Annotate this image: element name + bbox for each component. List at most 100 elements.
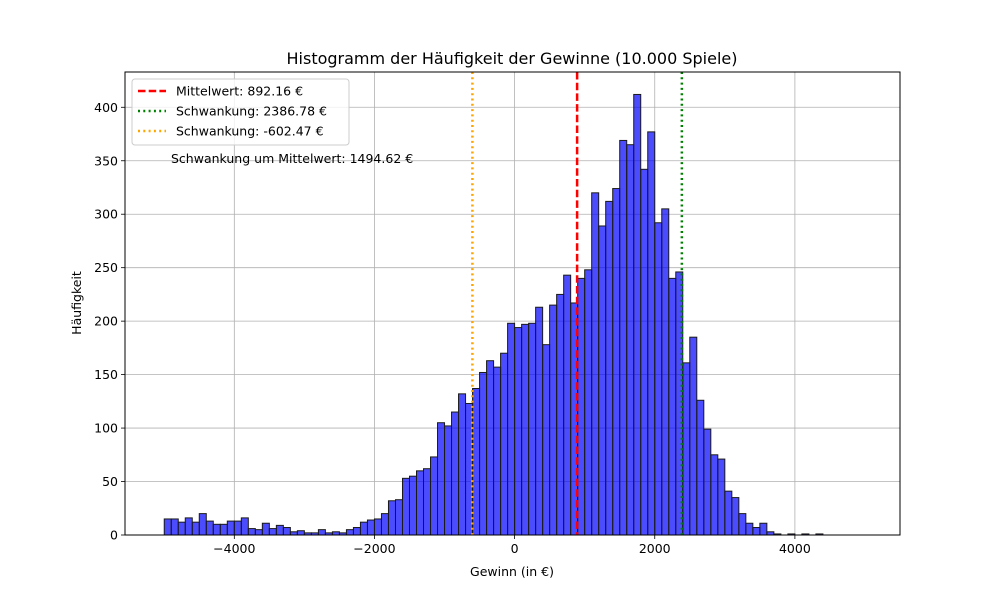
bar-layer <box>163 93 824 536</box>
histogram-bar <box>668 277 677 536</box>
histogram-bar <box>387 500 396 536</box>
legend-label-mean: Mittelwert: 892.16 € <box>176 84 303 99</box>
histogram-bar <box>745 522 754 536</box>
histogram-bar <box>696 399 705 536</box>
histogram-bar <box>240 517 249 536</box>
histogram-bar <box>219 523 228 536</box>
histogram-bar <box>191 521 200 536</box>
histogram-bar <box>423 468 432 536</box>
histogram-bar <box>458 393 467 536</box>
histogram-bar <box>261 522 270 536</box>
histogram-bar <box>654 222 663 536</box>
y-tick-label: 50 <box>102 474 118 489</box>
histogram-bar <box>394 499 403 536</box>
histogram-bar <box>717 458 726 536</box>
histogram-bar <box>352 527 361 536</box>
reference-lines <box>471 72 684 535</box>
plot-frame <box>124 71 901 536</box>
histogram-bar <box>437 422 446 536</box>
histogram-bar <box>366 519 375 536</box>
histogram-bar <box>380 513 389 536</box>
y-tick-label: 400 <box>94 100 118 115</box>
x-tick-label: −2000 <box>353 541 395 556</box>
histogram-bar <box>605 200 614 536</box>
histogram-bar <box>542 344 551 536</box>
histogram-bar <box>163 518 172 536</box>
histogram-bar <box>661 208 670 536</box>
histogram-bar <box>345 529 354 536</box>
legend: Mittelwert: 892.16 € Schwankung: 2386.78… <box>131 78 350 146</box>
histogram-bar <box>549 304 558 536</box>
histogram-bar <box>619 139 628 536</box>
y-tick-label: 250 <box>94 260 118 275</box>
histogram-bar <box>584 269 593 536</box>
histogram-bar <box>703 428 712 536</box>
histogram-bar <box>317 529 326 536</box>
histogram-bar <box>268 528 277 536</box>
histogram-bar <box>535 306 544 536</box>
histogram-bar <box>514 327 523 536</box>
grid-layer <box>125 72 900 536</box>
histogram-bar <box>633 93 642 536</box>
histogram-bar <box>184 517 193 536</box>
y-axis-title: Häufigkeit <box>69 271 84 335</box>
y-tick-label: 350 <box>94 153 118 168</box>
histogram-bar <box>682 362 691 536</box>
histogram-bar <box>198 513 207 536</box>
histogram-bar <box>233 520 242 536</box>
x-tick-label: 0 <box>511 541 519 556</box>
histogram-bar <box>689 336 698 536</box>
histogram-bar <box>507 322 516 536</box>
histogram-bar <box>626 144 635 536</box>
histogram-bar <box>430 456 439 536</box>
histogram-bar <box>486 360 495 536</box>
histogram-bar <box>205 520 214 536</box>
histogram-bar <box>759 522 768 536</box>
legend-box <box>131 78 350 146</box>
histogram-bar <box>254 529 263 536</box>
histogram-bar <box>738 513 747 536</box>
y-tick-label: 150 <box>94 367 118 382</box>
y-tick-label: 200 <box>94 314 118 329</box>
histogram-bar <box>296 530 305 536</box>
histogram-bar <box>591 192 600 536</box>
histogram-bar <box>577 277 586 536</box>
histogram-bar <box>500 352 509 536</box>
histogram-bar <box>479 371 488 536</box>
histogram-bar <box>521 323 530 536</box>
histogram-bar <box>282 527 291 536</box>
x-tick-label: −4000 <box>213 541 255 556</box>
histogram-bar <box>401 477 410 536</box>
y-tick-label: 300 <box>94 207 118 222</box>
x-axis-title: Gewinn (in €) <box>470 564 554 579</box>
histogram-bar <box>212 523 221 536</box>
histogram-bar <box>556 293 565 536</box>
histogram-bar <box>612 188 621 536</box>
histogram-bar <box>444 425 453 536</box>
histogram-bar <box>528 322 537 536</box>
x-tick-label: 2000 <box>639 541 671 556</box>
histogram-bar <box>177 521 186 536</box>
histogram-bar <box>640 168 649 536</box>
y-tick-label: 0 <box>110 528 118 543</box>
annotation-text: Schwankung um Mittelwert: 1494.62 € <box>171 151 413 166</box>
histogram-bar <box>598 225 607 536</box>
histogram-bar <box>724 490 733 536</box>
chart-title: Histogramm der Häufigkeit der Gewinne (1… <box>287 49 738 68</box>
histogram-bar <box>408 475 418 536</box>
histogram-bar <box>275 524 284 536</box>
histogram-bar <box>493 366 502 536</box>
histogram-bar <box>710 454 719 536</box>
histogram-bar <box>170 518 179 536</box>
histogram-bar <box>416 470 425 536</box>
legend-label-lower: Schwankung: -602.47 € <box>176 124 324 139</box>
histogram-bar <box>247 528 256 536</box>
histogram-bar <box>226 520 235 536</box>
tick-layer: −4000 −2000 0 2000 4000 0 50 100 150 200 250 300 350… <box>94 100 811 556</box>
histogram-bar <box>373 518 382 536</box>
histogram-bar <box>563 274 572 536</box>
y-tick-label: 100 <box>94 421 118 436</box>
histogram-bar <box>359 521 368 536</box>
histogram-bar <box>731 497 740 536</box>
